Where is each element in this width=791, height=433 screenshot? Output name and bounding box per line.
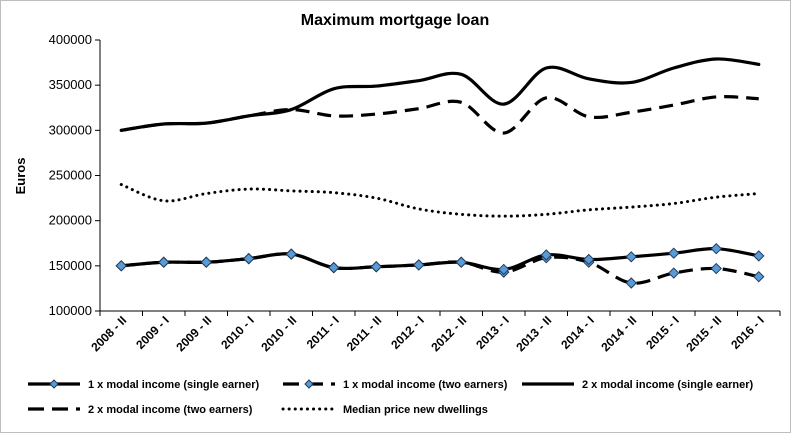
x-tick-label: 2009 - II: [173, 313, 214, 354]
legend-item: 2 x modal income (two earners): [28, 404, 253, 416]
x-tick-label: 2013 - II: [513, 313, 554, 354]
data-point-marker: [285, 248, 297, 260]
data-point-marker: [540, 249, 552, 261]
legend-item: 1 x modal income (two earners): [283, 379, 508, 391]
data-point-marker: [583, 253, 595, 266]
x-tick-label: 2009 - I: [133, 313, 172, 352]
data-point-marker: [753, 270, 765, 283]
x-tick-label: 2010 - I: [218, 313, 257, 352]
legend-item: Median price new dwellings: [281, 404, 488, 416]
series-line: [121, 95, 759, 135]
x-tick-label: 2016 - I: [728, 313, 767, 352]
x-tick-label: 2011 - II: [344, 313, 385, 354]
data-point-marker: [370, 261, 382, 273]
data-point-marker: [328, 261, 340, 274]
data-point-marker: [625, 251, 637, 263]
data-point-marker: [413, 259, 425, 271]
data-point-marker: [753, 250, 765, 262]
data-point-marker: [158, 256, 170, 268]
data-point-marker: [710, 262, 722, 275]
y-tick-label: 400000: [49, 32, 92, 47]
series-line: [119, 57, 761, 132]
legend-label: Median price new dwellings: [343, 404, 488, 416]
series-5: [119, 183, 761, 218]
data-point-marker: [498, 263, 510, 276]
data-point-marker: [668, 267, 680, 279]
series-4: [121, 95, 759, 135]
legend-label: 1 x modal income (single earner): [88, 379, 260, 391]
data-point-marker: [200, 256, 212, 268]
y-tick-label: 350000: [49, 77, 92, 92]
series-1: [115, 242, 765, 276]
x-tick-label: 2013 - I: [473, 313, 512, 352]
x-tick-label: 2012 - II: [428, 313, 469, 354]
series-line: [119, 183, 761, 218]
x-tick-label: 2010 - II: [258, 313, 299, 354]
legend-item: 1 x modal income (single earner): [28, 379, 260, 391]
x-tick-label: 2014 - I: [558, 313, 597, 352]
y-axis-label: Euros: [13, 158, 28, 195]
x-tick-label: 2012 - I: [388, 313, 427, 352]
legend-marker: [304, 379, 314, 389]
chart-title: Maximum mortgage loan: [301, 12, 489, 29]
legend-marker: [49, 379, 59, 389]
legend-label: 2 x modal income (single earner): [582, 379, 754, 391]
x-tick-label: 2014 - II: [598, 313, 639, 354]
y-tick-label: 150000: [49, 258, 92, 273]
data-point-marker: [668, 247, 680, 259]
legend-item: 2 x modal income (single earner): [522, 379, 754, 391]
series-line: [119, 247, 761, 272]
y-tick-label: 300000: [49, 122, 92, 137]
legend: 1 x modal income (single earner) 1 x moda…: [28, 379, 754, 416]
data-point-marker: [243, 252, 255, 265]
y-tick-label: 200000: [49, 213, 92, 228]
series-layer: [115, 57, 765, 289]
x-tick-label: 2011 - I: [304, 313, 342, 351]
series-line: [121, 252, 760, 285]
data-point-marker: [625, 277, 637, 289]
x-tick-label: 2015 - II: [683, 313, 724, 354]
legend-label: 1 x modal income (two earners): [343, 379, 508, 391]
series-3: [119, 57, 761, 132]
x-tick-label: 2008 - II: [88, 313, 129, 354]
x-tick-label: 2015 - I: [643, 313, 682, 352]
data-point-marker: [710, 242, 722, 255]
y-tick-label: 100000: [49, 303, 92, 318]
y-tick-label: 250000: [49, 168, 92, 183]
data-point-marker: [115, 260, 127, 272]
data-point-marker: [455, 256, 467, 268]
legend-label: 2 x modal income (two earners): [88, 404, 253, 416]
